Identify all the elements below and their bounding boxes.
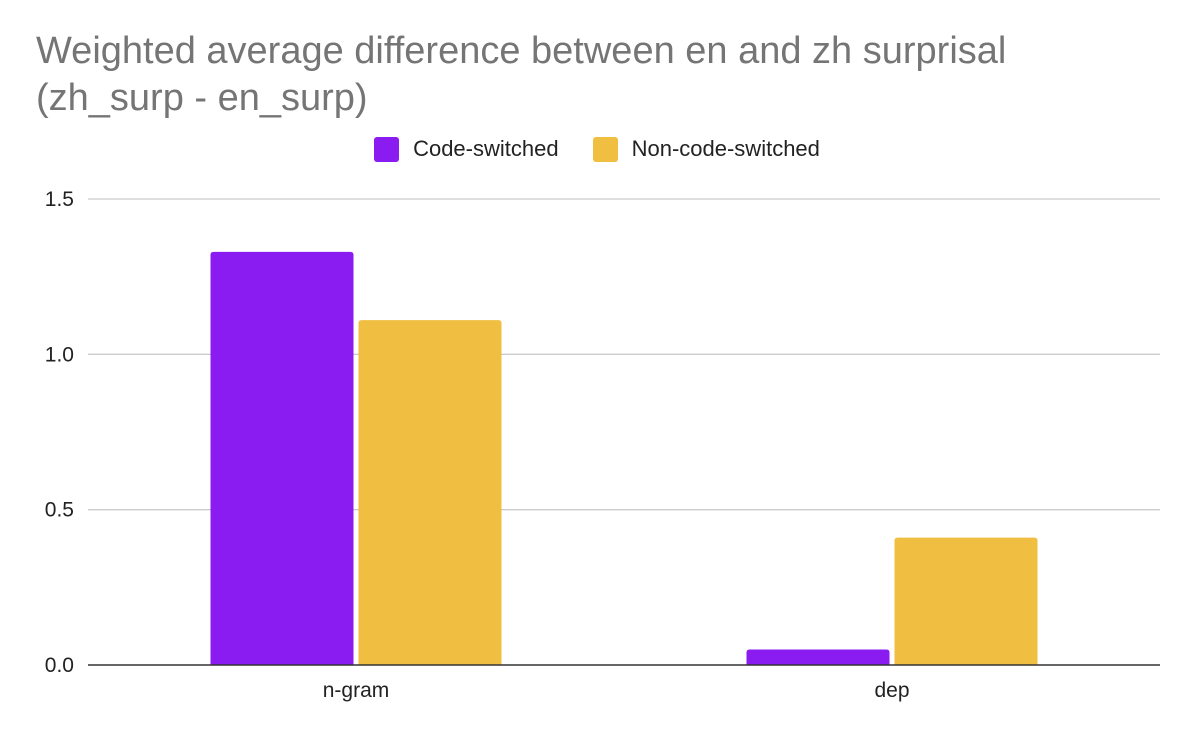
- y-tick-label: 1.0: [45, 343, 74, 366]
- legend-item-non-code-switched[interactable]: Non-code-switched: [592, 134, 820, 164]
- y-tick-label: 0.0: [45, 654, 74, 677]
- x-tick-label: n-gram: [323, 679, 390, 702]
- chart-title-line-2: (zh_surp - en_surp): [36, 77, 368, 119]
- chart-title: Weighted average difference between en a…: [36, 28, 1156, 122]
- bar-n-gram-non-code-switched[interactable]: [358, 320, 502, 665]
- legend-item-code-switched[interactable]: Code-switched: [374, 134, 559, 164]
- bars: [210, 251, 1038, 665]
- y-tick-label: 1.5: [45, 188, 74, 211]
- legend: Code-switched Non-code-switched: [0, 134, 1194, 164]
- legend-label-code-switched: Code-switched: [413, 136, 559, 161]
- chart-title-line-1: Weighted average difference between en a…: [36, 30, 1007, 72]
- legend-label-non-code-switched: Non-code-switched: [631, 136, 820, 161]
- y-tick-label: 0.5: [45, 499, 74, 522]
- legend-swatch-non-code-switched: [592, 136, 618, 162]
- legend-swatch-code-switched: [374, 136, 400, 162]
- bar-dep-non-code-switched[interactable]: [894, 537, 1038, 665]
- axes: 0.0 0.5 1.0 1.5 n-gram dep: [45, 188, 1160, 702]
- bar-dep-code-switched[interactable]: [746, 649, 890, 665]
- bar-n-gram-code-switched[interactable]: [210, 251, 354, 665]
- x-tick-label: dep: [874, 679, 909, 702]
